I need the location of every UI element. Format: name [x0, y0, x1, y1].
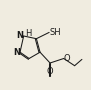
Text: N: N	[13, 48, 20, 57]
Text: N: N	[17, 31, 24, 40]
Text: O: O	[47, 67, 53, 76]
Text: SH: SH	[49, 28, 61, 37]
Text: H: H	[25, 29, 32, 38]
Text: O: O	[64, 54, 70, 63]
